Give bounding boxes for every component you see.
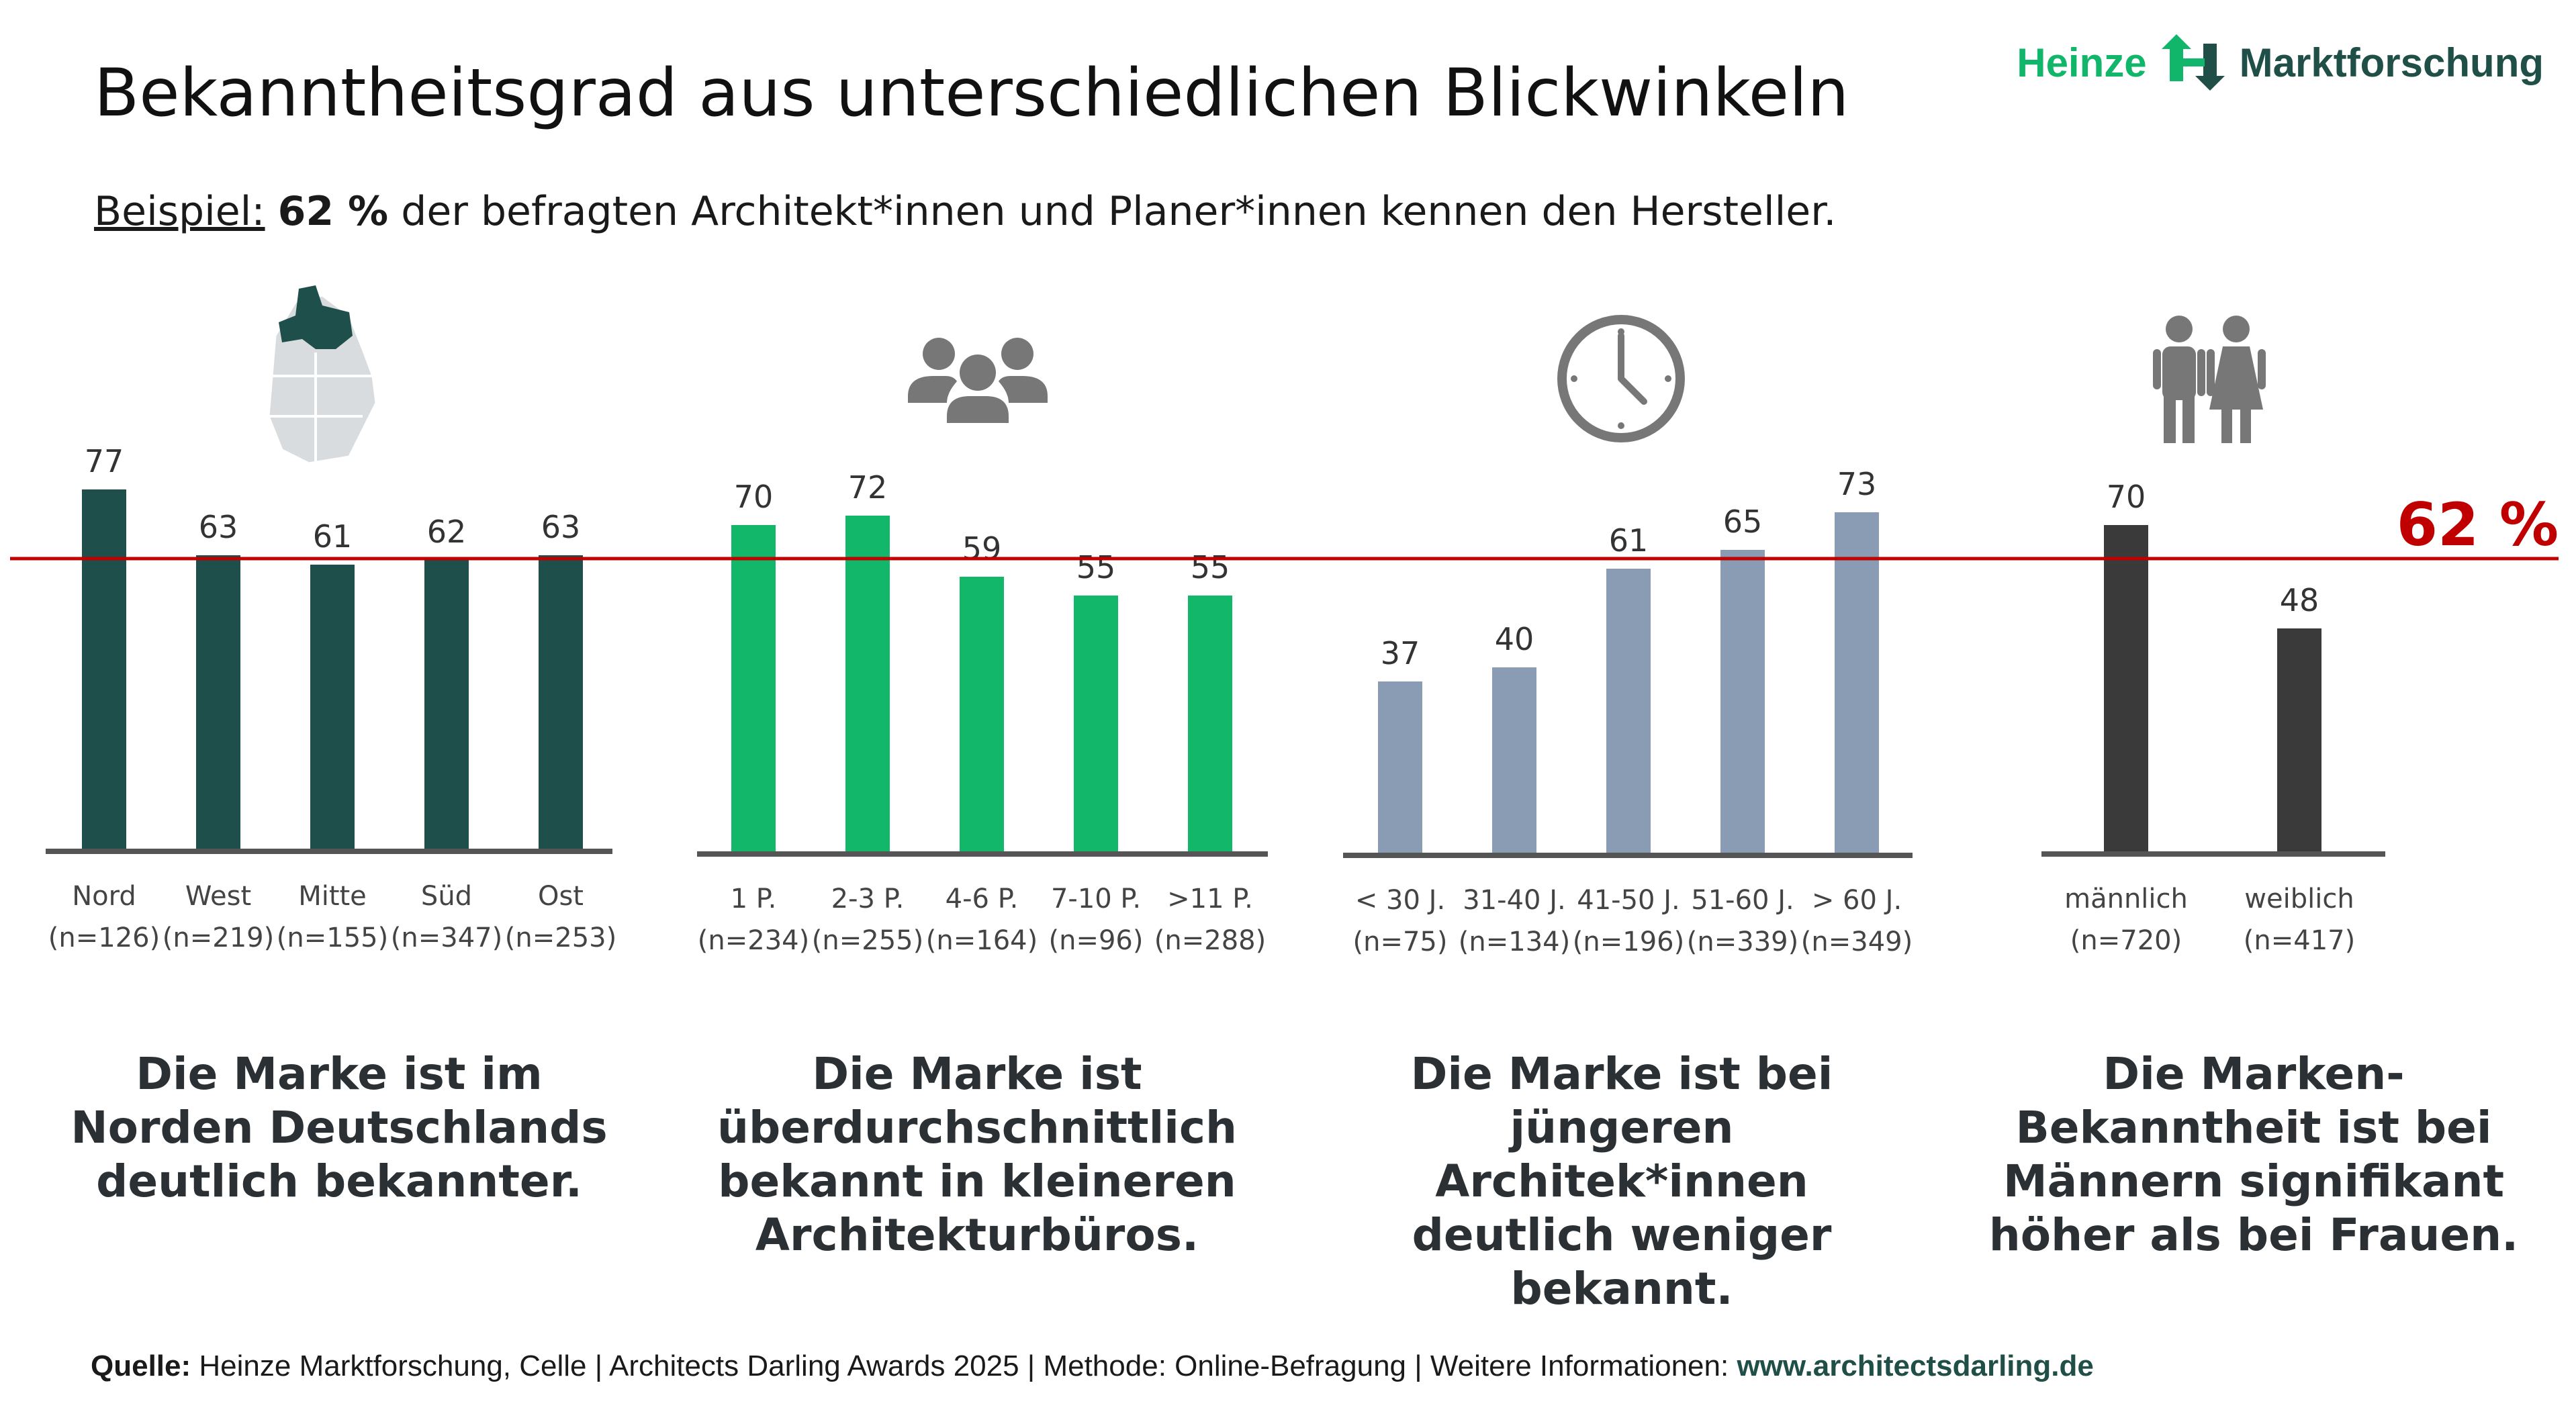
category-label: Ost: [538, 881, 584, 912]
category-label: 1 P.: [731, 884, 777, 914]
data-label: 65: [1723, 504, 1763, 540]
data-label: 61: [1609, 522, 1649, 559]
sample-size-label: (n=347): [391, 922, 502, 953]
data-label: 59: [962, 530, 1002, 567]
data-label: 77: [85, 443, 124, 479]
category-label: > 60 J.: [1812, 885, 1902, 916]
bar: [960, 577, 1004, 854]
sample-size-label: (n=75): [1353, 927, 1448, 957]
sample-size-label: (n=134): [1459, 927, 1570, 957]
subtitle-text: der befragten Architekt*innen und Planer…: [401, 188, 1837, 235]
data-label: 63: [541, 509, 581, 545]
data-label: 55: [1191, 549, 1230, 585]
bar: [2104, 525, 2148, 854]
sample-size-label: (n=126): [48, 922, 160, 953]
bar-group-4: 70 männlich (n=720) 48 weiblich (n=417): [2041, 479, 2385, 956]
sample-size-label: (n=155): [277, 922, 388, 953]
bar-group-2: 70 1 P. (n=234) 72 2-3 P. (n=255) 59 4-6 P. (n=1…: [697, 469, 1268, 956]
sample-size-label: (n=349): [1801, 927, 1913, 957]
bar: [1378, 681, 1422, 855]
caption-4: Die Marken- Bekanntheit ist bei Männern …: [1988, 1048, 2519, 1261]
caption-1: Die Marke ist im Norden Deutschlands deu…: [71, 1048, 608, 1207]
bars-layer: 77 Nord (n=126) 63 West (n=219) 61 Mitte (n=155)…: [46, 443, 2385, 957]
sample-size-label: (n=417): [2244, 925, 2355, 956]
source-link[interactable]: www.architectsdarling.de: [1737, 1350, 2094, 1382]
category-label: 31-40 J.: [1463, 885, 1565, 916]
bar-group-3: 37 < 30 J. (n=75) 40 31-40 J. (n=134) 61 41-50 …: [1343, 466, 1913, 957]
category-label: männlich: [2064, 884, 2188, 914]
sample-size-label: (n=196): [1573, 927, 1684, 957]
source-line: Quelle: Heinze Marktforschung, Celle | A…: [91, 1350, 2094, 1383]
sample-size-label: (n=288): [1154, 925, 1266, 956]
sample-size-label: (n=720): [2070, 925, 2182, 956]
category-label: Süd: [421, 881, 472, 912]
source-text: Heinze Marktforschung, Celle | Architect…: [199, 1350, 1729, 1382]
bar: [539, 555, 583, 851]
sample-size-label: (n=219): [163, 922, 274, 953]
bar: [1074, 596, 1118, 854]
germany-map-icon: [267, 285, 377, 465]
data-label: 48: [2280, 582, 2319, 618]
bar: [1835, 512, 1879, 855]
data-label: 40: [1495, 621, 1534, 657]
bar: [310, 565, 355, 851]
sample-size-label: (n=255): [812, 925, 923, 956]
subtitle-label: Beispiel:: [94, 188, 265, 235]
bar: [1492, 667, 1536, 855]
bar: [2277, 628, 2321, 854]
source-label: Quelle:: [91, 1350, 191, 1382]
logo-text-left: Heinze: [2017, 40, 2147, 85]
category-label: < 30 J.: [1355, 885, 1445, 916]
category-label: 2-3 P.: [831, 884, 905, 914]
heinze-arrows-logo-icon: [2161, 34, 2225, 91]
sample-size-label: (n=96): [1049, 925, 1144, 956]
people-group-icon: [908, 338, 1048, 423]
data-label: 72: [848, 469, 888, 506]
reference-label: 62 %: [2397, 490, 2559, 559]
category-label: Nord: [72, 881, 136, 912]
category-label: West: [185, 881, 251, 912]
man-woman-icon: [2153, 316, 2266, 443]
data-label: 63: [199, 509, 238, 545]
sample-size-label: (n=234): [698, 925, 809, 956]
data-label: 55: [1076, 549, 1116, 585]
category-label: Mitte: [298, 881, 367, 912]
logo-text-right: Marktforschung: [2239, 40, 2544, 85]
clock-icon: [1557, 315, 1685, 442]
category-label: 7-10 P.: [1051, 884, 1141, 914]
data-label: 61: [313, 518, 353, 555]
category-label: weiblich: [2244, 884, 2354, 914]
data-label: 62: [427, 514, 467, 550]
bar: [82, 489, 126, 851]
bar: [1720, 550, 1765, 855]
page-title: Bekanntheitsgrad aus unterschiedlichen B…: [94, 55, 1849, 132]
bar: [1606, 569, 1651, 855]
category-label: 41-50 J.: [1577, 885, 1680, 916]
caption-2: Die Marke ist überdurchschnittlich bekan…: [717, 1048, 1237, 1261]
data-label: 73: [1837, 466, 1877, 502]
data-label: 70: [734, 479, 774, 515]
sample-size-label: (n=164): [926, 925, 1038, 956]
subtitle-value: 62 %: [277, 188, 389, 235]
category-label: 51-60 J.: [1691, 885, 1794, 916]
bar: [196, 555, 240, 851]
subtitle: Beispiel: 62 % der befragten Architekt*i…: [94, 188, 1836, 235]
bar: [731, 525, 776, 854]
caption-3: Die Marke ist bei jüngeren Architek*inne…: [1410, 1048, 1833, 1315]
sample-size-label: (n=339): [1687, 927, 1798, 957]
category-label: 4-6 P.: [946, 884, 1019, 914]
data-label: 37: [1381, 635, 1420, 671]
bar-group-1: 77 Nord (n=126) 63 West (n=219) 61 Mitte (n=155)…: [46, 443, 616, 953]
bar: [845, 516, 890, 854]
data-label: 70: [2107, 479, 2146, 515]
heinze-logo: Heinze Marktforschung: [2017, 26, 2544, 99]
bar: [424, 560, 469, 851]
category-label: >11 P.: [1167, 884, 1253, 914]
bar-chart: 77 Nord (n=126) 63 West (n=219) 61 Mitte (n=155)…: [10, 285, 2559, 957]
bar: [1188, 596, 1232, 854]
sample-size-label: (n=253): [505, 922, 616, 953]
